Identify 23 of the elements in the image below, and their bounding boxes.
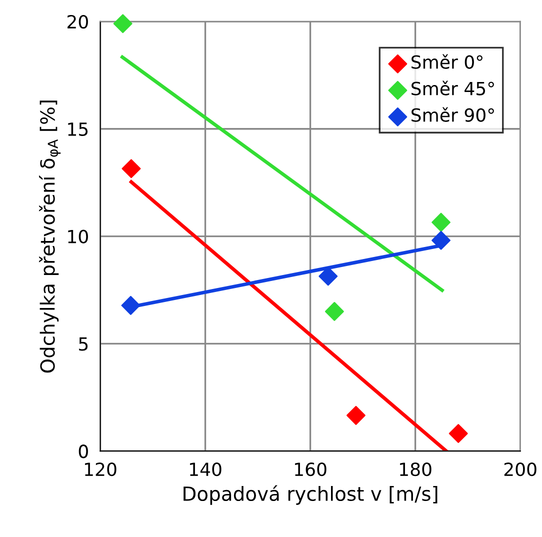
x-tick-label: 120 [85, 462, 116, 476]
y-tick-label: 0 [78, 444, 88, 458]
y-axis-title: Odchylka přetvoření δ$_{φA}$ [%] [39, 100, 61, 373]
legend-label: Směr 45° [412, 80, 494, 96]
point [121, 296, 140, 315]
x-tick-label: 180 [400, 462, 432, 476]
x-tick-label: 200 [504, 462, 536, 476]
point [113, 14, 132, 34]
point [432, 230, 451, 250]
legend-label: Směr 0° [412, 54, 482, 69]
x-tick-label: 160 [295, 462, 326, 476]
x-axis-title: Dopadová rychlost v [m/s] [184, 485, 438, 505]
y-tick-label: 15 [68, 122, 88, 136]
point [432, 212, 451, 232]
point [346, 406, 366, 425]
point [324, 302, 344, 321]
point [122, 159, 141, 178]
legend-label: Směr 90° [412, 107, 494, 122]
y-tick-label: 10 [68, 230, 88, 244]
y-tick-label: 20 [68, 14, 88, 29]
y-tick-label: 5 [79, 337, 88, 351]
x-tick-label: 140 [190, 462, 222, 476]
point [448, 424, 468, 443]
